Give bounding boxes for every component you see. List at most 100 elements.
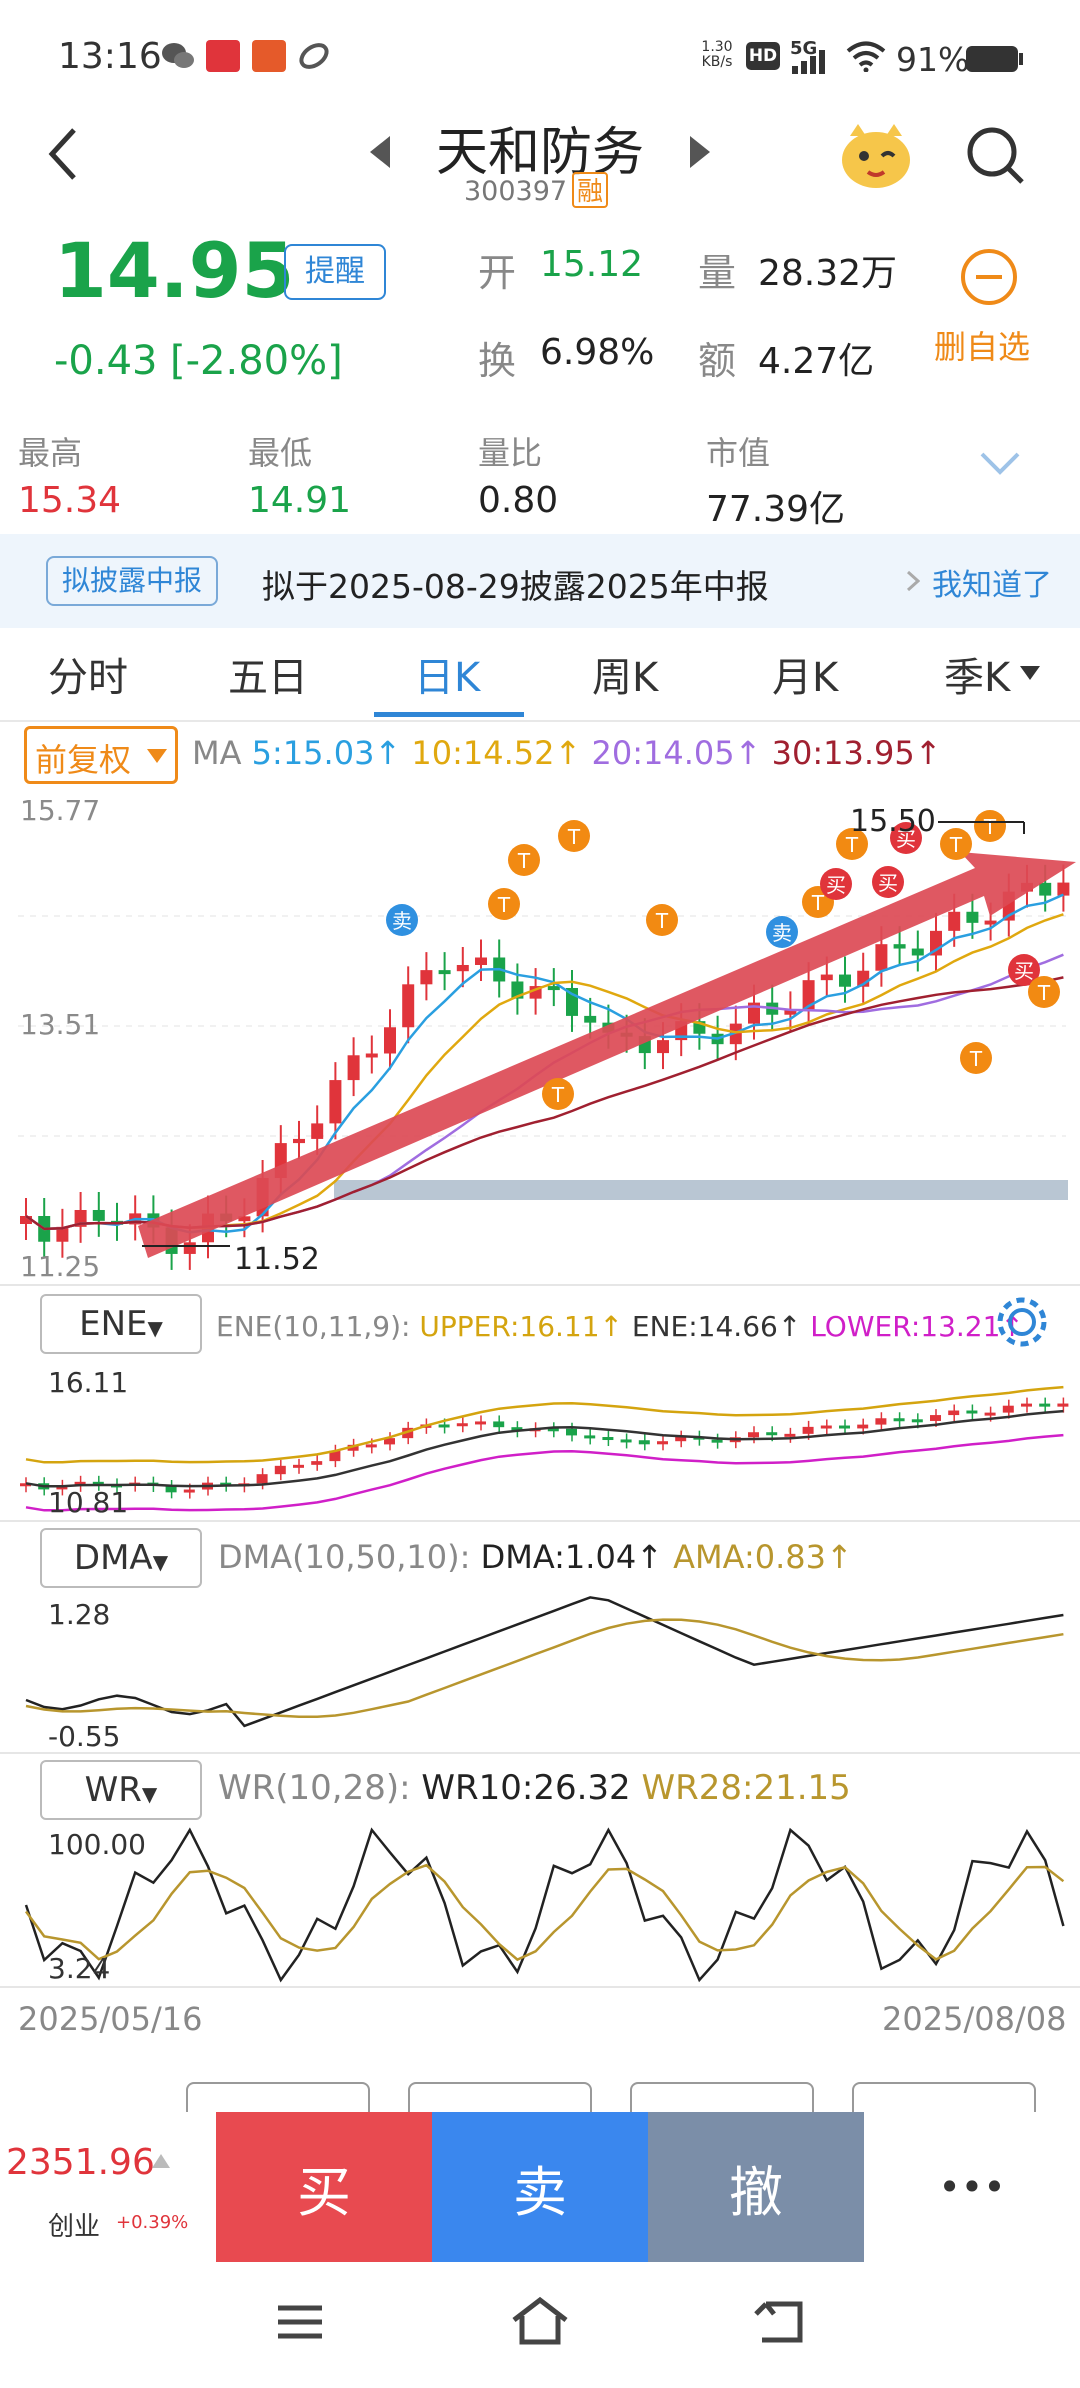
stock-code: 300397 (464, 176, 568, 207)
trade-signal-t[interactable]: T (974, 810, 1006, 842)
sell-button[interactable]: 卖 (432, 2112, 648, 2262)
ene-chart[interactable] (0, 1360, 1080, 1520)
support-band (334, 1180, 1068, 1200)
ene-candle-body (329, 1450, 341, 1462)
kline-y-bottom: 11.25 (20, 1250, 101, 1283)
candle-body (92, 1209, 105, 1221)
trade-signal-t[interactable]: T (836, 828, 868, 860)
ene-candle-body (857, 1424, 869, 1429)
ene-candle-body (74, 1481, 86, 1486)
trade-signal-t[interactable]: T (646, 904, 678, 936)
notice-dismiss-button[interactable]: 我知道了 (932, 568, 1052, 603)
trade-signal-buy[interactable]: 买 (820, 868, 852, 900)
wr-name: WR (84, 1770, 142, 1810)
trade-signal-sell[interactable]: 卖 (766, 916, 798, 948)
adjust-dropdown[interactable]: 前复权 (24, 726, 178, 784)
candle-body (802, 980, 815, 1010)
remove-watch-icon[interactable] (960, 248, 1018, 306)
settings-gear-icon[interactable] (994, 1294, 1050, 1350)
ene-mid-arrow: ↑ (777, 1310, 802, 1343)
wr-chart[interactable] (0, 1820, 1080, 1990)
link-icon (299, 43, 329, 69)
ene-candle-body (56, 1485, 68, 1490)
ma5-value: 5:15.03 (251, 734, 375, 772)
trade-signal-t[interactable]: T (542, 1078, 574, 1110)
ma10-value: 10:14.52 (411, 734, 555, 772)
trade-signal-t[interactable]: T (508, 844, 540, 876)
ene-candle-body (456, 1423, 468, 1427)
candle-body (911, 948, 924, 956)
candle-body (657, 1040, 669, 1054)
ene-dropdown-icon: ▼ (147, 1316, 163, 1340)
ene-candle-body (948, 1410, 960, 1416)
home-icon[interactable] (510, 2296, 570, 2346)
trade-signal-t[interactable]: T (488, 888, 520, 920)
dma-chart[interactable] (0, 1590, 1080, 1760)
dma-selector[interactable]: DMA▼ (40, 1528, 202, 1588)
volume-value: 28.32万 (758, 253, 898, 294)
index-ticker[interactable]: 2351.96 创业 +0.39% (0, 2112, 216, 2262)
menu-icon[interactable] (276, 2302, 324, 2342)
network-type: 5G (790, 38, 818, 59)
mascot-icon[interactable] (836, 114, 916, 194)
tab-daily-k[interactable]: 日K (414, 655, 481, 701)
tab-weekly-k[interactable]: 周K (592, 655, 659, 701)
ma30-up-arrow: ↑ (914, 734, 942, 772)
trade-signal-t[interactable]: T (558, 820, 590, 852)
candle-body (402, 984, 415, 1028)
kline-low-mark: 11.52 (234, 1242, 320, 1277)
tab-monthly-k[interactable]: 月K (772, 655, 839, 701)
ma-title: MA (192, 734, 242, 772)
trade-signal-buy[interactable]: 买 (890, 822, 922, 854)
ene-candle-body (675, 1436, 687, 1442)
buy-button[interactable]: 买 (216, 2112, 432, 2262)
remove-watch-button[interactable]: 删自选 (934, 328, 1031, 366)
trade-signal-sell[interactable]: 卖 (386, 904, 418, 936)
dma-dropdown-icon: ▼ (152, 1550, 169, 1574)
tab-minute[interactable]: 分时 (48, 655, 128, 701)
svg-text:T: T (1037, 981, 1051, 1005)
candle-body (839, 974, 851, 987)
trade-signal-buy[interactable]: 买 (872, 866, 904, 898)
tab-quarterly-k[interactable]: 季K (944, 655, 1011, 701)
back-icon[interactable] (44, 124, 84, 184)
ene-candle-body (220, 1482, 232, 1486)
notice-arrow-icon (906, 570, 920, 592)
ene-candle-body (893, 1418, 905, 1422)
candle-body (20, 1216, 32, 1224)
taobao-icon (252, 40, 286, 72)
candle-body (584, 1015, 597, 1023)
ama-value: AMA:0.83 (673, 1538, 827, 1576)
ene-upper-line (25, 1385, 1064, 1464)
next-stock-icon[interactable] (688, 134, 712, 170)
wr-selector[interactable]: WR▼ (40, 1760, 202, 1820)
ene-divider (0, 1284, 1080, 1286)
ama-up-arrow: ↑ (826, 1538, 853, 1576)
candle-body (820, 974, 833, 981)
ene-candle-body (402, 1427, 414, 1439)
trade-signal-buy[interactable]: 买 (1008, 954, 1040, 986)
trade-signal-t[interactable]: T (940, 828, 972, 860)
adjust-label: 前复权 (35, 741, 132, 779)
ene-candle-body (165, 1486, 177, 1493)
expand-chevron-icon[interactable] (978, 450, 1022, 478)
prev-stock-icon[interactable] (368, 134, 392, 170)
svg-text:T: T (497, 893, 511, 917)
alert-button[interactable]: 提醒 (284, 244, 386, 300)
ene-y-top: 16.11 (48, 1366, 129, 1399)
dma-name: DMA (73, 1538, 153, 1578)
svg-text:T: T (949, 833, 963, 857)
kline-y-mid: 13.51 (20, 1008, 101, 1041)
trade-signal-t[interactable]: T (1028, 976, 1060, 1008)
dma-y-bottom: -0.55 (48, 1720, 121, 1753)
ene-candle-body (930, 1415, 941, 1421)
ene-selector[interactable]: ENE▼ (40, 1294, 202, 1354)
back-nav-icon[interactable] (752, 2298, 804, 2344)
cancel-button[interactable]: 撤 (648, 2112, 864, 2262)
tab-five-day[interactable]: 五日 (228, 655, 308, 701)
tab-dropdown-icon[interactable] (1020, 666, 1040, 680)
search-icon[interactable] (964, 124, 1028, 188)
trade-signal-t[interactable]: T (960, 1042, 992, 1074)
more-button[interactable]: ••• (864, 2112, 1080, 2262)
